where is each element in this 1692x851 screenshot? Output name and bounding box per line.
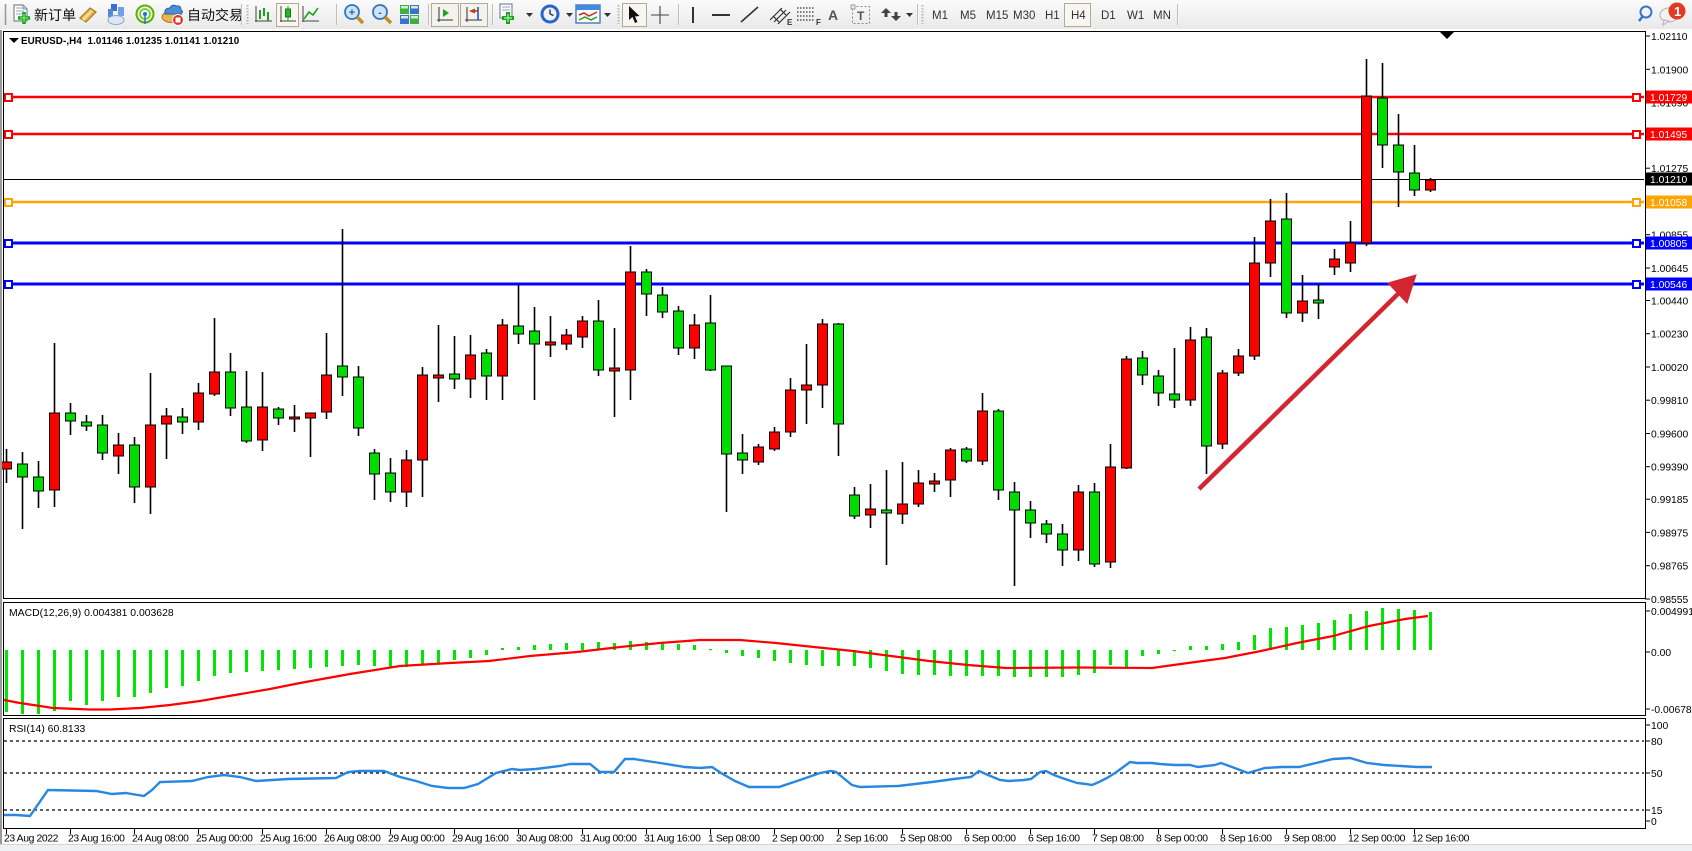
- svg-text:-0.006783: -0.006783: [1651, 705, 1692, 716]
- svg-text:+: +: [349, 7, 355, 19]
- svg-text:1.01210: 1.01210: [1650, 175, 1687, 186]
- svg-text:23 Aug 16:00: 23 Aug 16:00: [68, 834, 125, 845]
- svg-text:1.00230: 1.00230: [1651, 330, 1688, 341]
- svg-text:0.98765: 0.98765: [1651, 562, 1688, 573]
- svg-text:0.99600: 0.99600: [1651, 430, 1688, 441]
- svg-text:E: E: [787, 18, 793, 27]
- svg-text:H4: H4: [1071, 10, 1086, 22]
- svg-text:15: 15: [1651, 806, 1663, 817]
- svg-text:M15: M15: [986, 10, 1008, 22]
- svg-text:1.01058: 1.01058: [1650, 198, 1687, 209]
- svg-text:0.99185: 0.99185: [1651, 495, 1688, 506]
- svg-text:0.00: 0.00: [1651, 648, 1671, 659]
- svg-text:M30: M30: [1013, 10, 1035, 22]
- svg-text:1.00020: 1.00020: [1651, 363, 1688, 374]
- svg-text:7 Sep 08:00: 7 Sep 08:00: [1092, 834, 1144, 845]
- svg-text:24 Aug 08:00: 24 Aug 08:00: [132, 834, 189, 845]
- svg-text:23 Aug 2022: 23 Aug 2022: [4, 834, 59, 845]
- svg-text:1: 1: [1674, 4, 1681, 19]
- svg-text:29 Aug 00:00: 29 Aug 00:00: [388, 834, 445, 845]
- svg-text:1.01495: 1.01495: [1650, 130, 1687, 141]
- svg-text:D1: D1: [1101, 10, 1116, 22]
- svg-text:25 Aug 16:00: 25 Aug 16:00: [260, 834, 317, 845]
- svg-text:1.00440: 1.00440: [1651, 297, 1688, 308]
- svg-text:MN: MN: [1153, 10, 1171, 22]
- svg-text:80: 80: [1651, 737, 1663, 748]
- svg-text:1.00546: 1.00546: [1650, 280, 1687, 291]
- svg-text:-: -: [378, 7, 382, 19]
- svg-text:2 Sep 16:00: 2 Sep 16:00: [836, 834, 888, 845]
- svg-text:MACD(12,26,9) 0.004381 0.00362: MACD(12,26,9) 0.004381 0.003628: [9, 608, 174, 619]
- svg-text:6 Sep 16:00: 6 Sep 16:00: [1028, 834, 1080, 845]
- svg-text:50: 50: [1651, 769, 1663, 780]
- svg-text:0.99810: 0.99810: [1651, 396, 1688, 407]
- svg-text:26 Aug 08:00: 26 Aug 08:00: [324, 834, 381, 845]
- svg-text:2 Sep 00:00: 2 Sep 00:00: [772, 834, 824, 845]
- svg-text:RSI(14) 60.8133: RSI(14) 60.8133: [9, 724, 85, 735]
- svg-text:25 Aug 00:00: 25 Aug 00:00: [196, 834, 253, 845]
- svg-text:M1: M1: [932, 10, 948, 22]
- svg-text:100: 100: [1651, 721, 1668, 732]
- svg-text:1.00805: 1.00805: [1650, 239, 1687, 250]
- svg-text:1.00645: 1.00645: [1651, 264, 1688, 275]
- svg-text:1.02110: 1.02110: [1651, 32, 1688, 43]
- svg-text:31 Aug 16:00: 31 Aug 16:00: [644, 834, 701, 845]
- svg-text:0.98975: 0.98975: [1651, 528, 1688, 539]
- svg-text:1.00855: 1.00855: [1651, 231, 1688, 242]
- svg-text:0.98555: 0.98555: [1651, 595, 1688, 606]
- svg-text:9 Sep 08:00: 9 Sep 08:00: [1284, 834, 1336, 845]
- svg-text:6 Sep 00:00: 6 Sep 00:00: [964, 834, 1016, 845]
- svg-text:0.99390: 0.99390: [1651, 463, 1688, 474]
- svg-text:1 Sep 08:00: 1 Sep 08:00: [708, 834, 760, 845]
- svg-text:1.01729: 1.01729: [1650, 93, 1687, 104]
- svg-text:30 Aug 08:00: 30 Aug 08:00: [516, 834, 573, 845]
- svg-text:1.01690: 1.01690: [1651, 99, 1688, 110]
- svg-text:M5: M5: [960, 10, 976, 22]
- svg-text:8 Sep 16:00: 8 Sep 16:00: [1220, 834, 1272, 845]
- svg-text:12 Sep 00:00: 12 Sep 00:00: [1348, 834, 1406, 845]
- svg-text:12 Sep 16:00: 12 Sep 16:00: [1412, 834, 1470, 845]
- svg-text:H1: H1: [1045, 10, 1060, 22]
- svg-text:T: T: [857, 9, 865, 23]
- svg-text:5 Sep 08:00: 5 Sep 08:00: [900, 834, 952, 845]
- svg-text:31 Aug 00:00: 31 Aug 00:00: [580, 834, 637, 845]
- svg-text:0: 0: [1651, 817, 1657, 828]
- svg-text:A: A: [828, 7, 838, 23]
- svg-text:EURUSD-,H4 1.01146 1.01235 1.: EURUSD-,H4 1.01146 1.01235 1.01141 1.012…: [21, 36, 240, 47]
- svg-text:8 Sep 00:00: 8 Sep 00:00: [1156, 834, 1208, 845]
- svg-text:1.01275: 1.01275: [1651, 164, 1688, 175]
- svg-text:1.01900: 1.01900: [1651, 65, 1688, 76]
- svg-text:29 Aug 16:00: 29 Aug 16:00: [452, 834, 509, 845]
- svg-text:F: F: [816, 18, 821, 27]
- svg-text:0.004991: 0.004991: [1651, 607, 1692, 618]
- svg-text:W1: W1: [1127, 10, 1144, 22]
